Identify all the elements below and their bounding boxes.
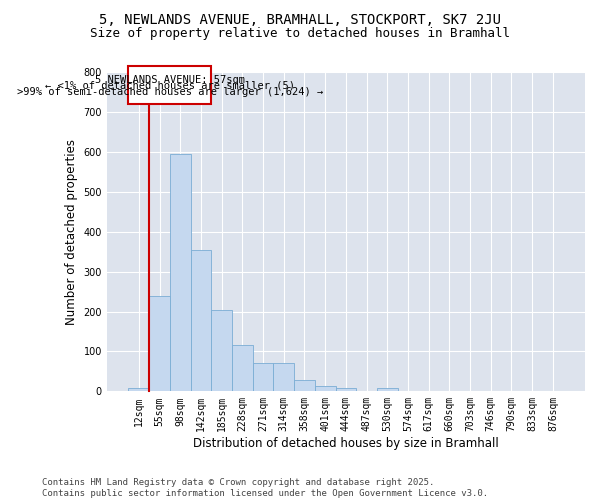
Bar bbox=[191, 250, 211, 392]
Bar bbox=[274, 364, 294, 392]
Bar bbox=[253, 364, 274, 392]
Bar bbox=[170, 154, 191, 392]
Bar bbox=[211, 310, 232, 392]
Text: 5 NEWLANDS AVENUE: 57sqm: 5 NEWLANDS AVENUE: 57sqm bbox=[95, 75, 245, 85]
FancyBboxPatch shape bbox=[128, 66, 211, 104]
Text: ← <1% of detached houses are smaller (5): ← <1% of detached houses are smaller (5) bbox=[45, 81, 295, 91]
Bar bbox=[128, 388, 149, 392]
Bar bbox=[294, 380, 315, 392]
Text: >99% of semi-detached houses are larger (1,624) →: >99% of semi-detached houses are larger … bbox=[17, 87, 323, 97]
Bar bbox=[149, 296, 170, 392]
Bar bbox=[356, 390, 377, 392]
X-axis label: Distribution of detached houses by size in Bramhall: Distribution of detached houses by size … bbox=[193, 437, 499, 450]
Bar bbox=[315, 386, 335, 392]
Bar bbox=[232, 346, 253, 392]
Text: Size of property relative to detached houses in Bramhall: Size of property relative to detached ho… bbox=[90, 28, 510, 40]
Bar bbox=[377, 388, 398, 392]
Y-axis label: Number of detached properties: Number of detached properties bbox=[65, 139, 78, 325]
Bar bbox=[335, 388, 356, 392]
Text: Contains HM Land Registry data © Crown copyright and database right 2025.
Contai: Contains HM Land Registry data © Crown c… bbox=[42, 478, 488, 498]
Text: 5, NEWLANDS AVENUE, BRAMHALL, STOCKPORT, SK7 2JU: 5, NEWLANDS AVENUE, BRAMHALL, STOCKPORT,… bbox=[99, 12, 501, 26]
